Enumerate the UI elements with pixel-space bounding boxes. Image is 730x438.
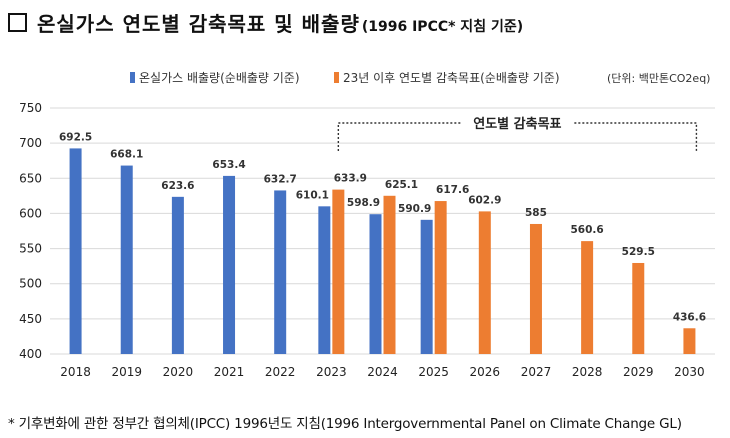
x-tick-label: 2030 <box>674 365 705 379</box>
x-tick-label: 2023 <box>316 365 347 379</box>
checkbox-square-icon <box>8 13 27 32</box>
chart-title-sub: (1996 IPCC* 지침 기준) <box>361 19 524 35</box>
data-label-target-2030: 436.6 <box>673 311 706 323</box>
data-label-emissions-2025: 590.9 <box>398 203 431 215</box>
bar-emissions-2025 <box>420 219 433 354</box>
y-tick-label: 700 <box>19 136 42 150</box>
x-tick-label: 2024 <box>367 365 398 379</box>
data-label-emissions-2024: 598.9 <box>347 197 380 209</box>
data-label-emissions-2018: 692.5 <box>59 131 92 143</box>
y-tick-label: 550 <box>19 242 42 256</box>
chart-title: 온실가스 연도별 감축목표 및 배출량 (1996 IPCC* 지침 기준) <box>8 8 523 38</box>
x-tick-label: 2018 <box>60 365 91 379</box>
legend-swatch-targets <box>334 72 339 83</box>
legend-label-targets: 23년 이후 연도별 감축목표(순배출량 기준) <box>343 71 560 85</box>
y-tick-label: 450 <box>19 312 42 326</box>
data-label-emissions-2020: 623.6 <box>161 180 194 192</box>
bar-target-2025 <box>434 201 447 354</box>
data-label-emissions-2022: 632.7 <box>264 173 297 185</box>
bar-emissions-2021 <box>223 175 236 354</box>
x-tick-label: 2027 <box>521 365 552 379</box>
data-label-target-2027: 585 <box>525 207 547 219</box>
footnote: * 기후변화에 관한 정부간 협의체(IPCC) 1996년도 지침(1996 … <box>8 416 682 432</box>
x-tick-label: 2020 <box>163 365 194 379</box>
bar-target-2027 <box>529 223 542 354</box>
x-tick-label: 2021 <box>214 365 245 379</box>
bracket-label-bg <box>461 112 574 134</box>
x-tick-label: 2025 <box>418 365 449 379</box>
chart-title-main: 온실가스 연도별 감축목표 및 배출량 <box>37 12 360 36</box>
legend-label-emissions: 온실가스 배출량(순배출량 기준) <box>139 71 300 85</box>
bar-emissions-2023 <box>318 206 331 354</box>
bar-emissions-2018 <box>69 148 82 354</box>
bar-chart: 400 450 500 550 600 650 700 750 온실가스 배출량(순배출량 기준… <box>19 71 715 379</box>
unit-label: (단위: 백만톤CO2eq) <box>607 72 710 85</box>
data-label-target-2024: 625.1 <box>385 179 418 191</box>
bracket-label: 연도별 감축목표 <box>473 116 561 132</box>
data-label-emissions-2023: 610.1 <box>296 189 329 201</box>
legend-swatch-emissions <box>130 72 135 83</box>
bar-emissions-2022 <box>274 190 287 354</box>
bar-emissions-2024 <box>369 214 382 354</box>
x-tick-label: 2019 <box>111 365 142 379</box>
bar-target-2026 <box>478 211 491 354</box>
y-tick-label: 500 <box>19 277 42 291</box>
y-tick-label: 400 <box>19 347 42 361</box>
target-bracket <box>337 122 698 151</box>
y-tick-label: 650 <box>19 171 42 185</box>
data-label-target-2025: 617.6 <box>436 184 469 196</box>
data-label-target-2026: 602.9 <box>468 194 501 206</box>
x-tick-label: 2028 <box>572 365 603 379</box>
bar-target-2024 <box>383 195 396 354</box>
data-label-target-2028: 560.6 <box>571 224 604 236</box>
x-tick-label: 2026 <box>470 365 501 379</box>
bar-emissions-2020 <box>171 196 184 354</box>
x-tick-label: 2029 <box>623 365 654 379</box>
bar-target-2023 <box>332 189 345 354</box>
y-tick-label: 750 <box>19 101 42 115</box>
data-label-target-2029: 529.5 <box>622 246 655 258</box>
bar-target-2029 <box>632 262 645 354</box>
data-label-emissions-2021: 653.4 <box>212 159 245 171</box>
bar-target-2030 <box>683 328 696 354</box>
data-label-emissions-2019: 668.1 <box>110 149 143 161</box>
bar-emissions-2019 <box>120 165 133 354</box>
x-tick-label: 2022 <box>265 365 296 379</box>
data-label-target-2023: 633.9 <box>334 173 367 185</box>
y-tick-label: 600 <box>19 206 42 220</box>
bar-target-2028 <box>581 241 594 354</box>
